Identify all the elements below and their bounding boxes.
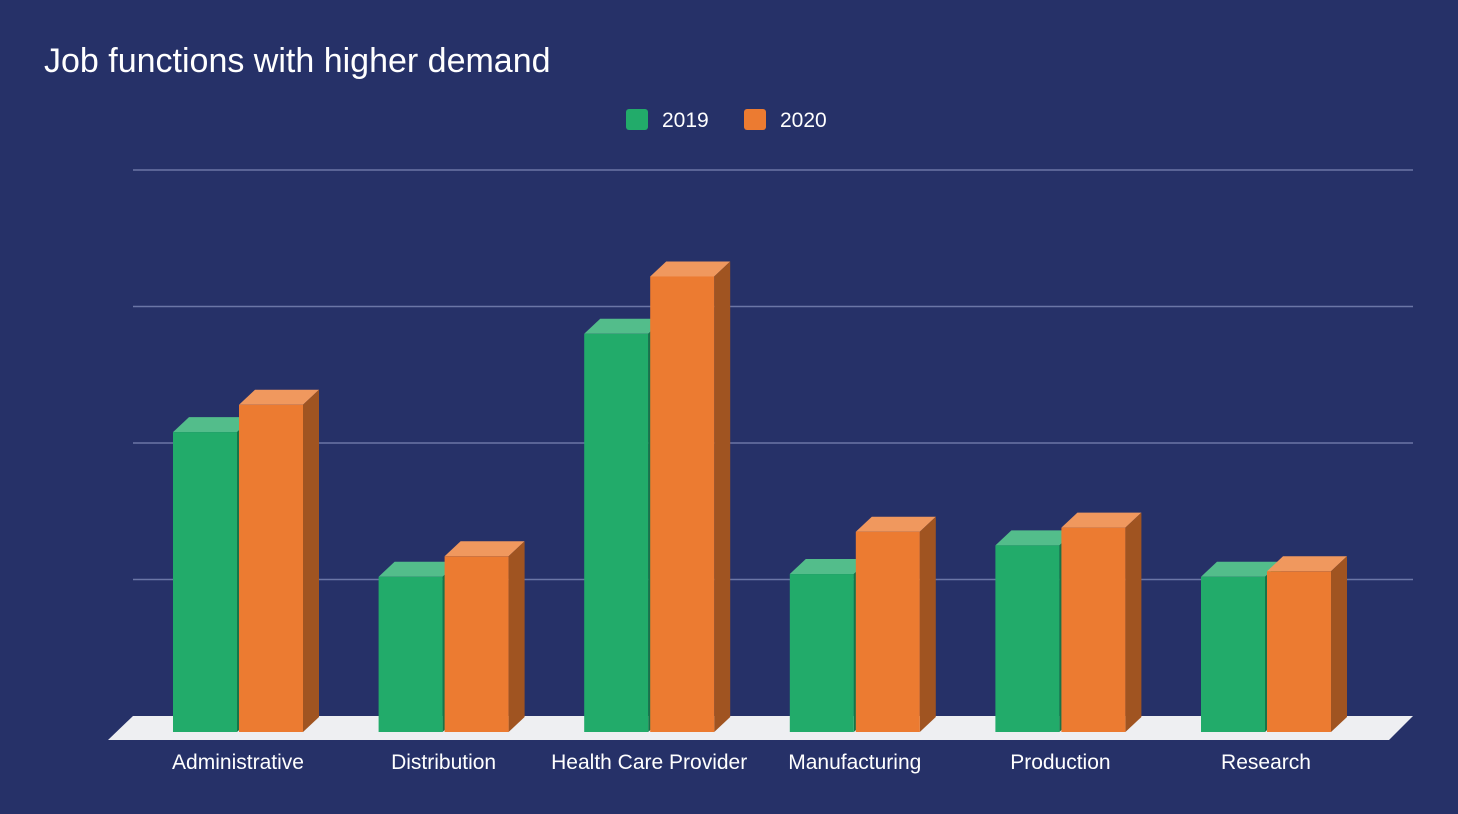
x-tick-label: Research [1221, 751, 1311, 774]
bar-2020-distribution [444, 541, 525, 732]
bar-top-face [584, 318, 665, 334]
bar-top-face [650, 261, 731, 277]
bar-front-face [173, 432, 237, 732]
x-tick-label: Distribution [391, 751, 496, 774]
legend-label-2020: 2020 [780, 109, 827, 132]
bar-top-face [995, 530, 1076, 546]
bar-top-face [855, 516, 936, 532]
bar-front-face [1061, 527, 1126, 732]
bar-front-face [650, 276, 715, 732]
x-tick-label: Health Care Provider [551, 751, 747, 774]
bar-2020-manufacturing [855, 516, 936, 732]
bar-top-face [1061, 512, 1142, 528]
bar-front-face [995, 545, 1060, 732]
x-tick-label: Administrative [172, 751, 304, 774]
legend: 2019 2020 [626, 109, 827, 132]
bar-side-face [1331, 556, 1347, 732]
bar-side-face [1125, 512, 1142, 732]
bar-front-face [855, 531, 920, 732]
bar-side-face [508, 541, 525, 732]
bar-top-face [378, 561, 459, 577]
x-tick-label: Manufacturing [788, 751, 921, 774]
legend-label-2019: 2019 [662, 109, 709, 132]
bar-2020-administrative [239, 389, 319, 732]
bars [173, 261, 1347, 732]
x-tick-label: Production [1010, 751, 1110, 774]
legend-swatch-2019 [626, 109, 648, 130]
bar-side-face [919, 516, 936, 732]
gridlines [133, 169, 1413, 581]
bar-front-face [584, 333, 649, 732]
bar-2020-health-care-provider [650, 261, 731, 732]
bar-front-face [789, 574, 854, 732]
legend-swatch-2020 [744, 109, 766, 130]
bar-side-face [303, 389, 319, 732]
x-axis-labels: Administrative Distribution Health Care Pr… [172, 751, 1311, 774]
bar-front-face [444, 556, 509, 732]
bar-front-face [1267, 571, 1331, 732]
bar-front-face [1201, 576, 1265, 732]
bar-2020-research [1267, 556, 1347, 732]
bar-side-face [714, 261, 731, 732]
bar-2020-production [1061, 512, 1142, 732]
bar-front-face [378, 576, 443, 732]
bar-top-face [173, 417, 253, 433]
bar-top-face [1201, 561, 1281, 577]
bar-top-face [239, 389, 319, 405]
bar-top-face [789, 559, 870, 575]
bar-front-face [239, 404, 303, 732]
bar-top-face [444, 541, 525, 557]
bar-top-face [1267, 556, 1347, 572]
chart-title: Job functions with higher demand [44, 42, 551, 80]
